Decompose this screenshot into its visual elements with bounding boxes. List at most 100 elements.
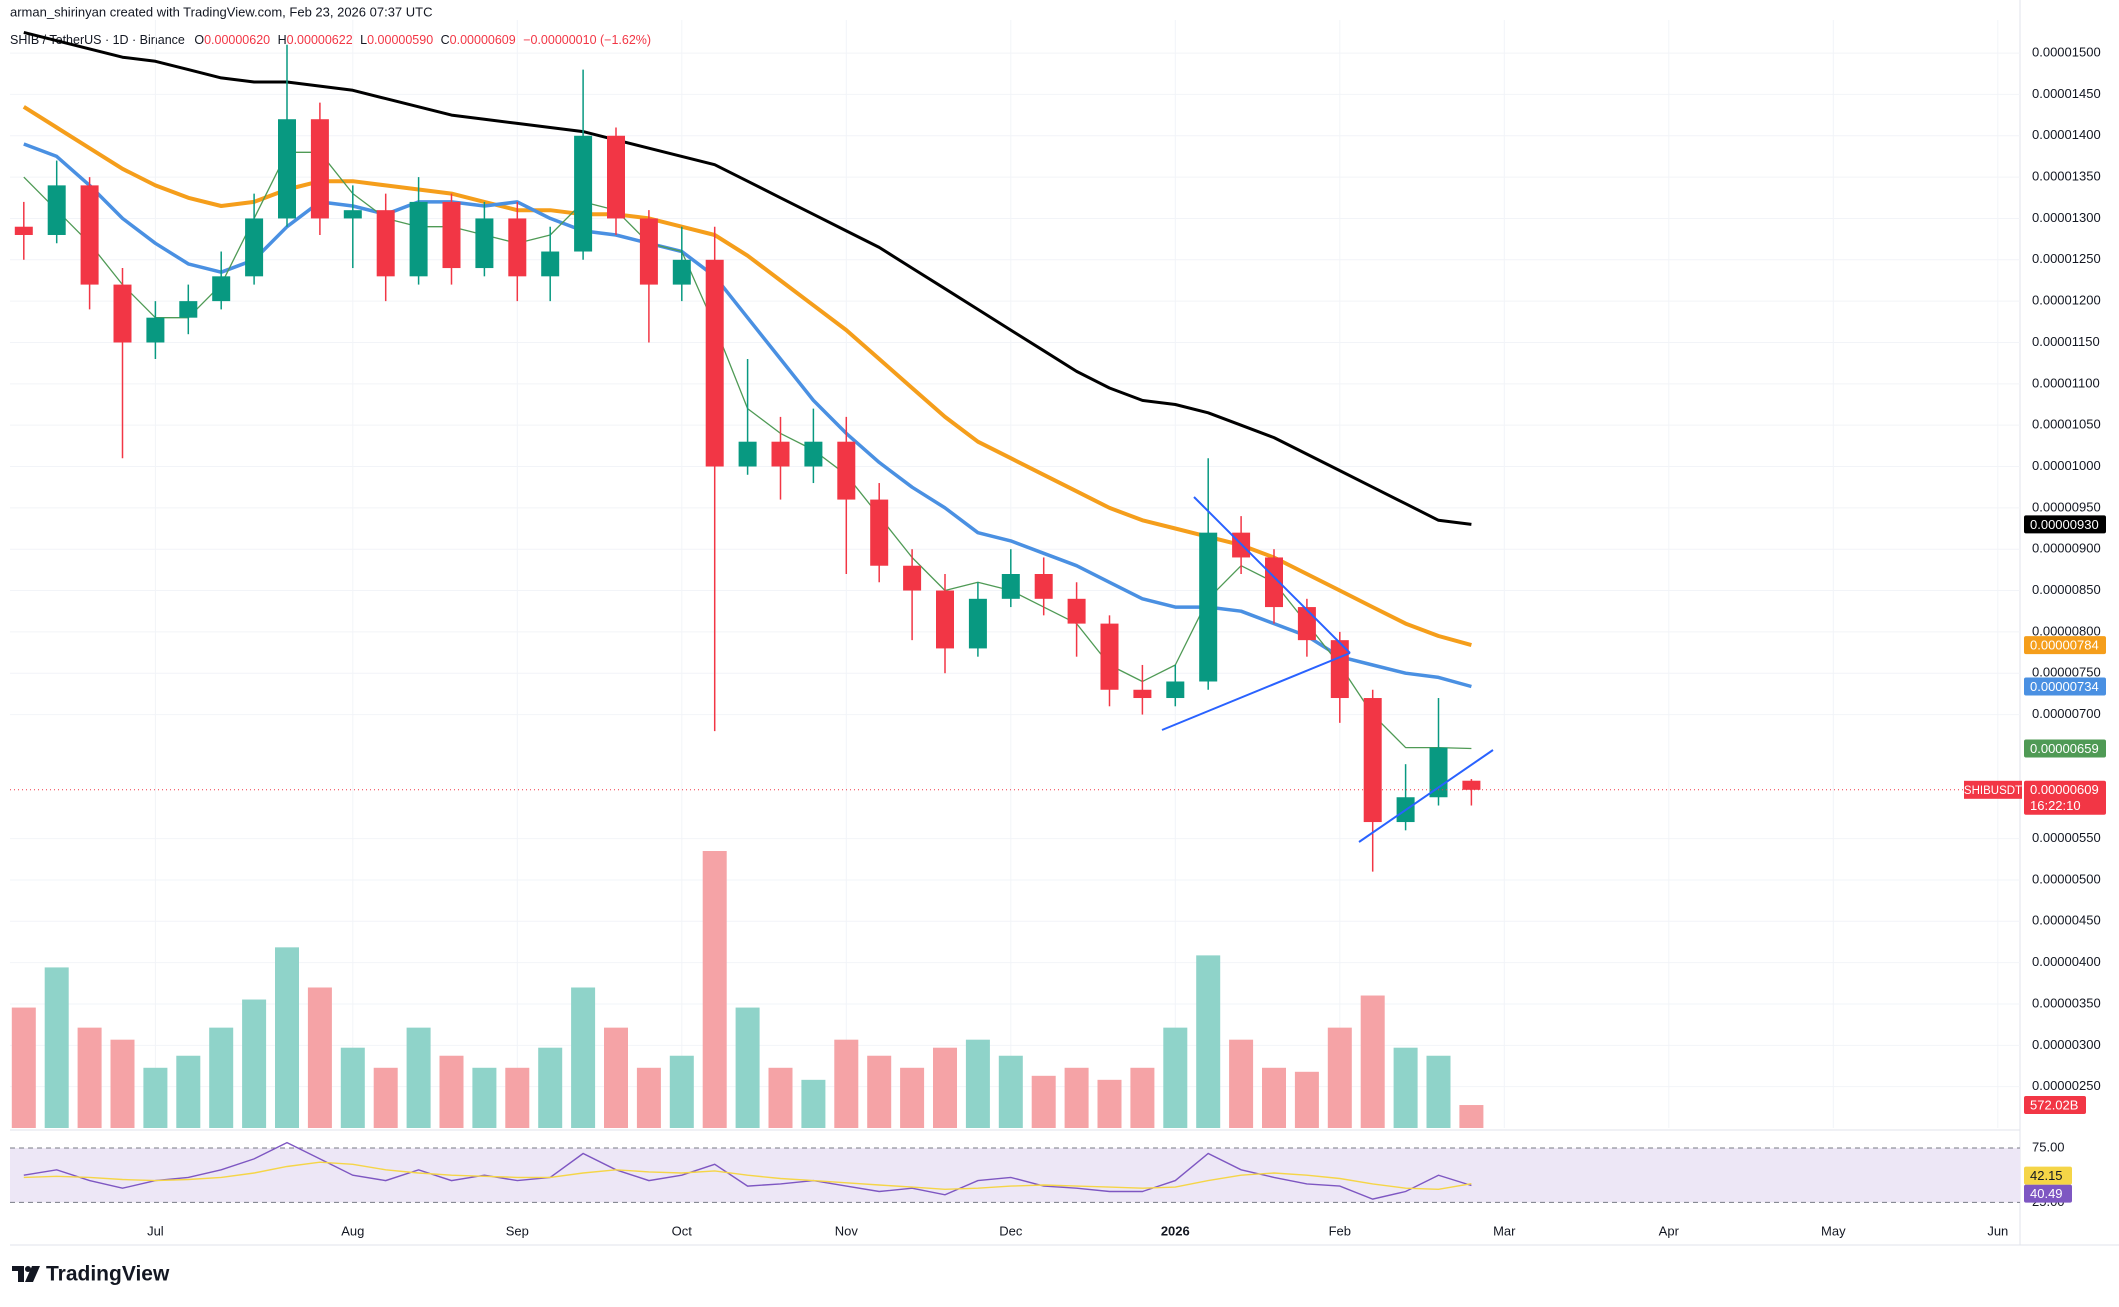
volume-bar [1229, 1039, 1254, 1128]
volume-bar [834, 1039, 859, 1128]
candle-body [409, 201, 428, 277]
rsi-value-label: 40.49 [2030, 1186, 2063, 1201]
candle-body [1462, 780, 1481, 790]
candle-body [541, 251, 560, 277]
candle-body [936, 590, 954, 649]
candle-body [903, 565, 922, 591]
volume-bar [1196, 955, 1221, 1128]
candle-body [508, 218, 527, 277]
volume-bar [1064, 1067, 1089, 1128]
volume-bar [307, 987, 332, 1128]
logo-text: TradingView [46, 1263, 170, 1286]
candle-body [639, 218, 658, 285]
change: −0.00000010 (−1.62%) [523, 33, 651, 47]
ohlc-key: L [360, 33, 367, 47]
volume-bar [77, 1027, 102, 1128]
candle-body [80, 185, 99, 285]
credit: arman_shirinyan created with TradingView… [10, 4, 433, 19]
y-tick-label: 0.00000700 [2032, 706, 2101, 721]
volume-bar [1426, 1055, 1451, 1128]
candle-body [1133, 689, 1152, 699]
volume-bar [110, 1039, 135, 1128]
candle-body [837, 441, 856, 500]
volume-bar [1327, 1027, 1352, 1128]
ma-value-label: 0.00000734 [2030, 679, 2099, 694]
candle-body [1100, 623, 1119, 690]
volume-bar [340, 1047, 365, 1128]
volume-bar [242, 999, 267, 1128]
volume-bar [11, 1007, 36, 1128]
y-tick-label: 0.00001250 [2032, 251, 2101, 266]
moving-average [23, 30, 1472, 526]
candle-body [1199, 532, 1218, 682]
y-tick-label: 0.00001050 [2032, 417, 2101, 432]
volume-bar [768, 1067, 793, 1128]
ma-value-tag [2024, 677, 2106, 696]
x-tick-label: Oct [672, 1223, 693, 1238]
candle-body [343, 210, 362, 219]
y-tick-label: 0.00001400 [2032, 127, 2101, 142]
candle-body [1363, 698, 1382, 823]
axis-labels: 0.00000250 0.00000300 0.00000350 0.00000400… [147, 45, 2106, 1238]
y-tick-label: 0.00000800 [2032, 623, 2101, 638]
candle-body [113, 284, 132, 343]
volume-bar [373, 1067, 398, 1128]
volume-bar [636, 1067, 661, 1128]
x-tick-label: Aug [341, 1223, 364, 1238]
volume-bar [472, 1067, 497, 1128]
price-tag [2024, 780, 2106, 815]
ohlc-value: 0.00000620 [204, 33, 270, 47]
volume-bar [406, 1027, 431, 1128]
rsi-value-label: 42.15 [2030, 1168, 2063, 1183]
y-tick-label: 0.00001350 [2032, 169, 2101, 184]
y-tick-label: 0.00000750 [2032, 665, 2101, 680]
x-tick-label: Apr [1659, 1223, 1680, 1238]
volume-bar [505, 1067, 530, 1128]
volume-bar [1097, 1079, 1122, 1128]
trendlines [1161, 496, 1494, 843]
y-tick-label: 0.00000500 [2032, 871, 2101, 886]
candle-body [146, 317, 165, 343]
volume-bar [735, 1007, 760, 1128]
y-tick-label: 0.00001000 [2032, 458, 2101, 473]
volume-bar [801, 1079, 826, 1128]
candle-body [804, 441, 823, 467]
ma-value-label: 0.00000784 [2030, 638, 2099, 653]
candle-body [179, 301, 198, 318]
symbol-label: SHIBUSDT [1964, 785, 2022, 797]
candle-body [771, 441, 790, 467]
ohlc-value: 0.00000622 [287, 33, 353, 47]
volume-bar [176, 1055, 201, 1128]
y-tick-label: 0.00001450 [2032, 86, 2101, 101]
rsi-tick-label: 75.00 [2032, 1139, 2065, 1154]
y-tick-label: 0.00000350 [2032, 995, 2101, 1010]
candle-body [245, 218, 264, 277]
volume-bar [275, 947, 299, 1128]
candle-body [607, 135, 625, 219]
candle-body [738, 441, 757, 467]
logo: TradingView [12, 1263, 170, 1286]
volume-bar [1459, 1105, 1484, 1128]
candle-body [1001, 574, 1020, 599]
volume-bar [702, 851, 727, 1128]
y-tick-label: 0.00001100 [2032, 375, 2100, 390]
volume-bar [1294, 1071, 1319, 1128]
candle-body [14, 226, 33, 235]
volume-bar [439, 1055, 464, 1128]
ma-value-tag [2024, 515, 2106, 534]
candle-body [705, 259, 724, 467]
y-tick-label: 0.00000850 [2032, 582, 2101, 597]
y-tick-label: 0.00000250 [2032, 1078, 2101, 1093]
x-tick-label: Feb [1329, 1223, 1351, 1238]
moving-average [23, 142, 1472, 689]
volume-bar [998, 1055, 1023, 1128]
ohlc-key: O [194, 33, 204, 47]
rsi-band [10, 1148, 2020, 1203]
candle-body [968, 598, 987, 649]
candle-body [1034, 574, 1053, 599]
ma-value-tag [2024, 739, 2106, 758]
x-tick-label: Jun [1987, 1223, 2008, 1238]
volume-bar [933, 1047, 957, 1128]
logo-icon [25, 1266, 31, 1272]
